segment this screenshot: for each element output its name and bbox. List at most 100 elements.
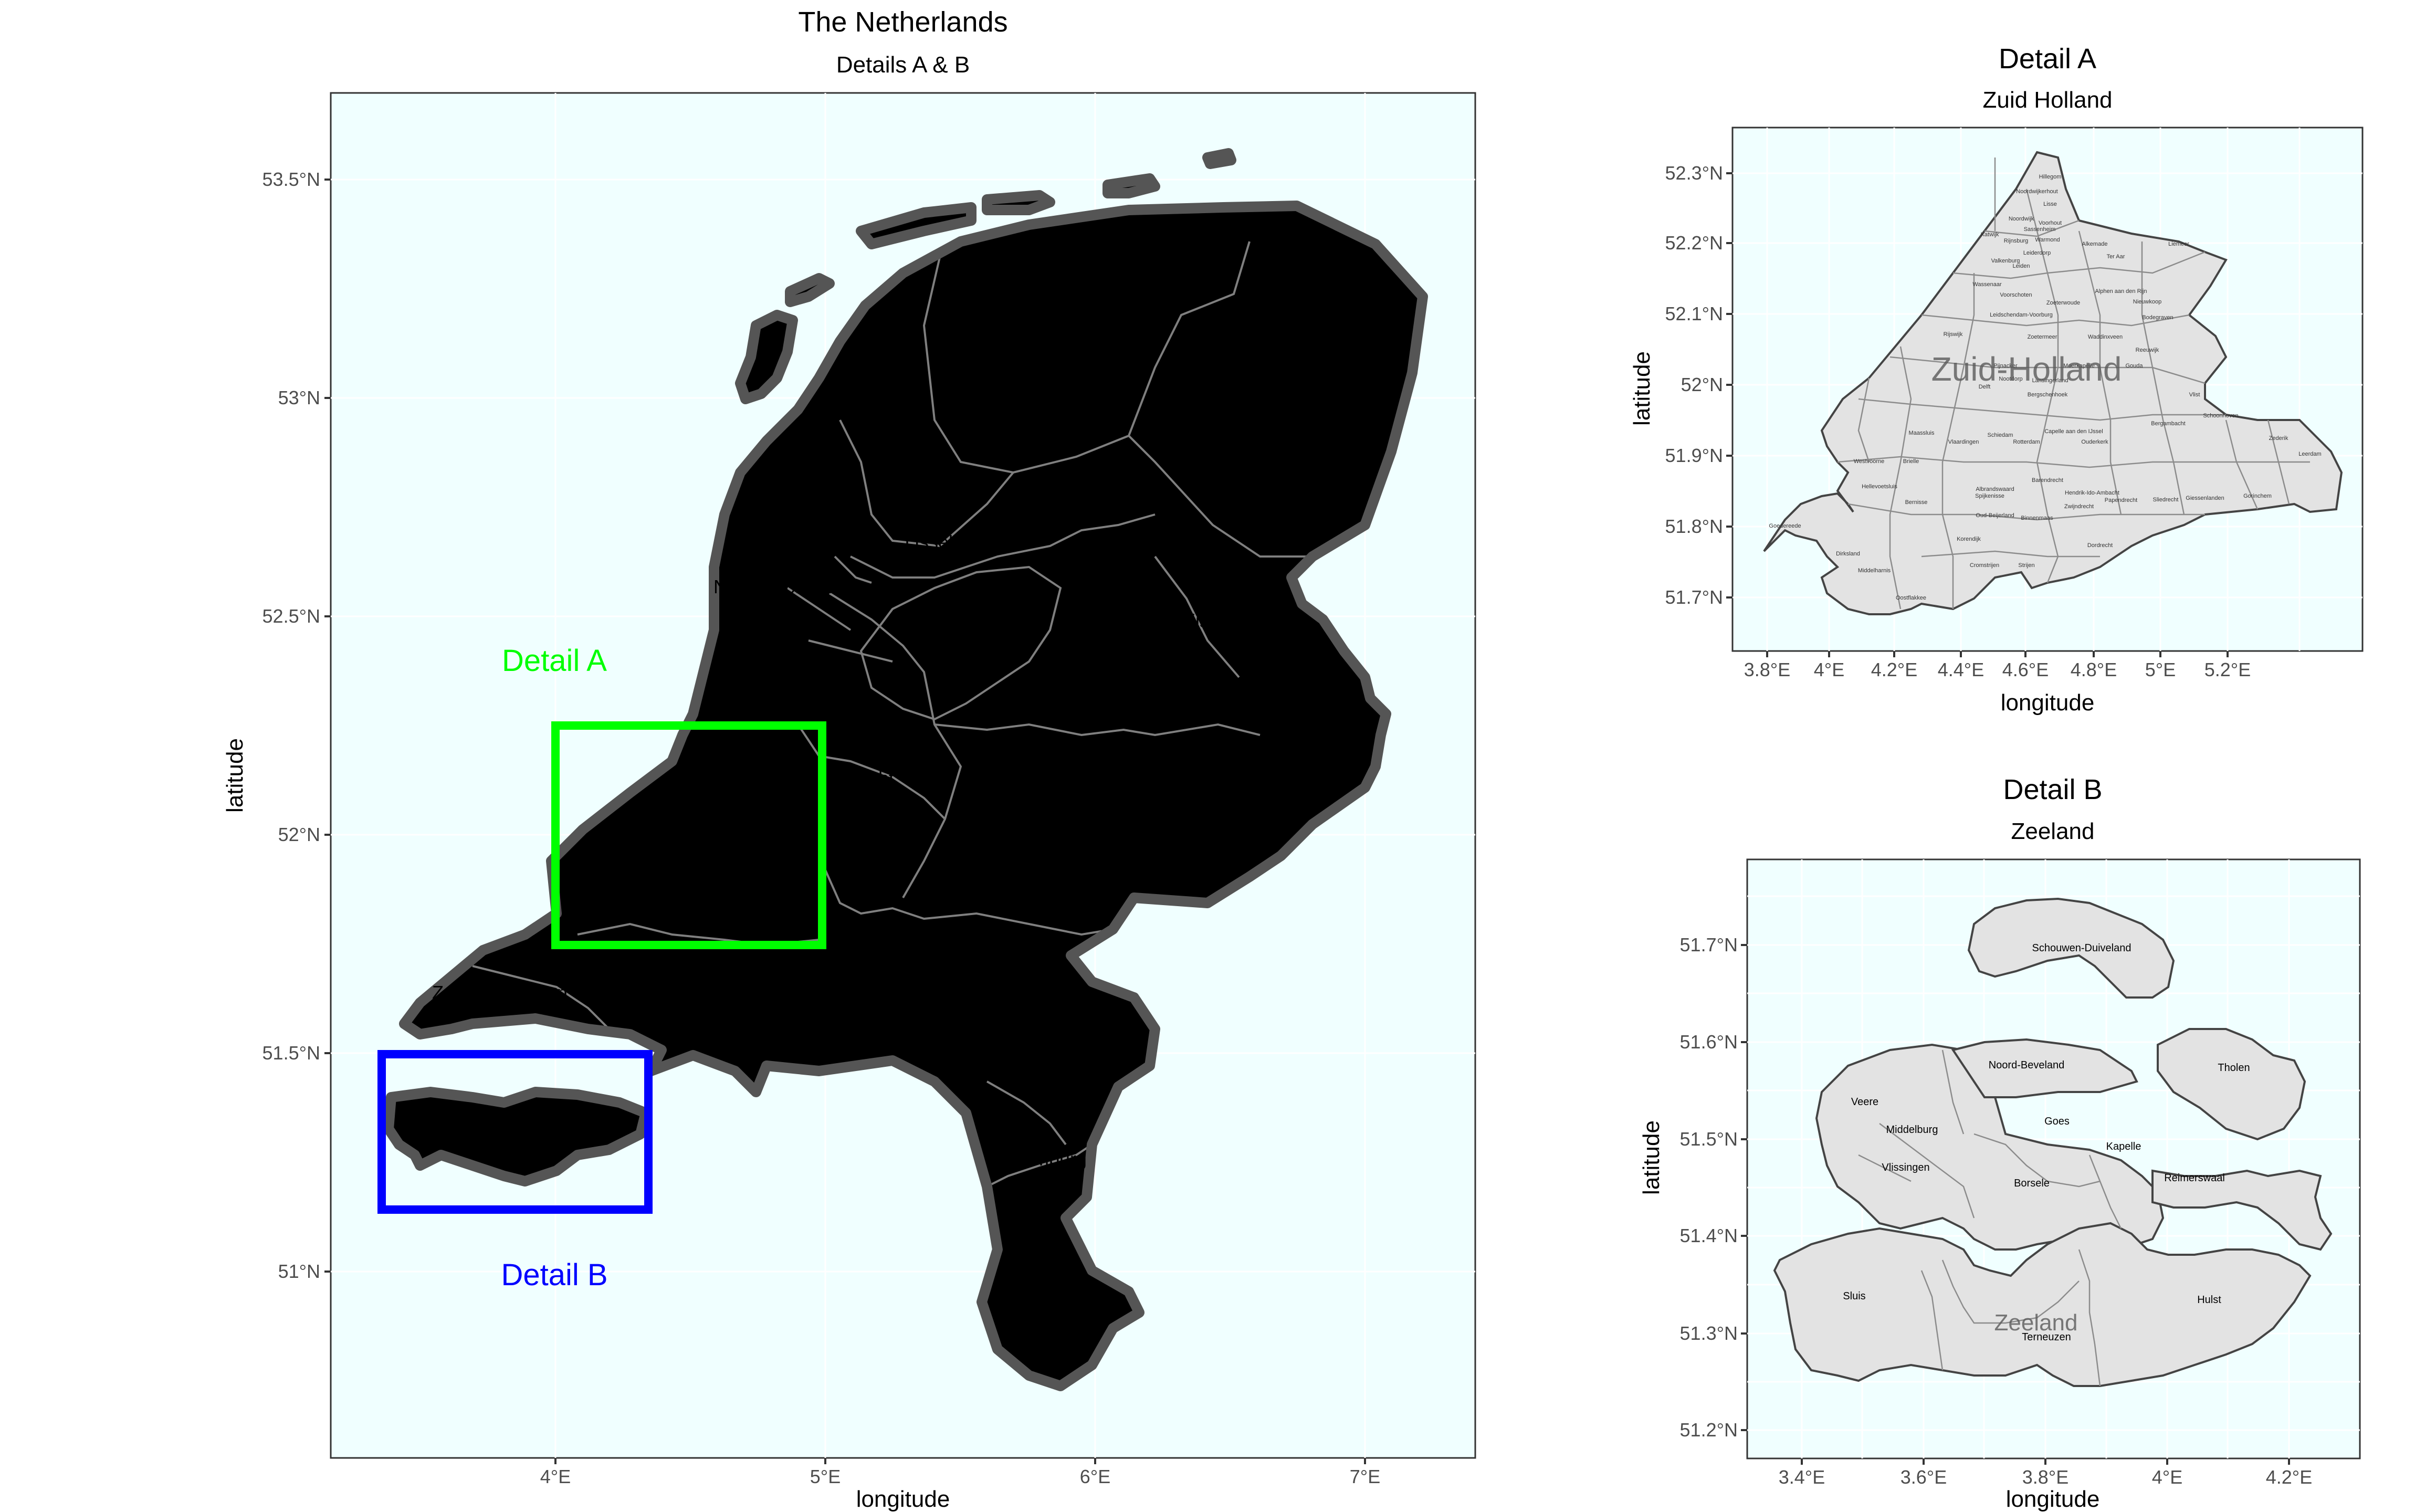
municipality-label: Brielle [1903, 458, 1919, 465]
municipality-label: Nieuwkoop [2133, 299, 2161, 305]
municipality-label: Kapelle [2106, 1141, 2141, 1152]
municipality-label: Ter Aar [2107, 254, 2125, 260]
municipality-label: Sassenheim [2024, 226, 2056, 233]
reimerswaal-strip [2151, 1169, 2333, 1251]
municipality-label: Hendrik-Ido-Ambacht [2065, 490, 2119, 496]
detail-a-borders [1837, 158, 2310, 610]
municipality-label: Hulst [2197, 1294, 2221, 1306]
detail-a-map: Detail A Zuid Holland [1629, 43, 2364, 716]
detail-b-y-axis [1741, 944, 1747, 1431]
detail-b-y-tick: 51.5°N [1680, 1128, 1738, 1150]
detail-b-borders [1858, 1049, 2122, 1387]
detail-b-y-tick-labels: 51.7°N 51.6°N 51.5°N 51.4°N 51.3°N 51.2°… [1680, 934, 1738, 1441]
municipality-label: Gorinchem [2243, 493, 2272, 499]
municipality-label: Leidschendam-Voorburg [1990, 312, 2053, 318]
detail-a-y-axis [1726, 172, 1732, 598]
municipality-label: Westvoorne [1854, 458, 1885, 465]
municipality-label: Zoetermeer [2028, 334, 2057, 340]
main-y-tick: 52°N [278, 824, 320, 845]
detail-b-label: Detail B [501, 1258, 607, 1292]
municipality-label: Veere [1851, 1096, 1878, 1108]
flevoland-outline [859, 565, 1062, 721]
municipality-label: Bergschenhoek [2028, 392, 2068, 398]
detail-b-x-axis-label: longitude [2006, 1486, 2100, 1512]
municipality-label: Ouderkerk [2081, 439, 2108, 445]
detail-b-subtitle: Zeeland [2011, 818, 2094, 844]
detail-a-x-tick: 5.2°E [2204, 659, 2251, 680]
detail-a-x-tick: 4.6°E [2002, 659, 2049, 680]
municipality-label: Lansingerland [2032, 377, 2068, 384]
label-flevoland: Flevoland [920, 634, 1002, 655]
municipality-label: Voorhout [2039, 220, 2062, 226]
municipality-label: Oud-Beijerland [1976, 512, 2014, 519]
main-x-axis-label: longitude [856, 1486, 950, 1512]
label-ijsselmeer: IJsselmeer [905, 531, 996, 553]
coastline [383, 148, 1428, 1391]
detail-a-y-axis-label: latitude [1629, 351, 1655, 426]
municipality-label: Noord-Beveland [1989, 1059, 2065, 1071]
municipality-label: Oostflakkee [1896, 595, 1926, 601]
main-y-axis-label: latitude [222, 738, 248, 813]
detail-b-x-tick: 3.8°E [2022, 1466, 2068, 1488]
municipality-label: Nootdorp [1999, 376, 2022, 382]
main-x-tick: 5°E [810, 1466, 841, 1487]
detail-a-title: Detail A [1999, 43, 2096, 75]
municipality-label: Tholen [2218, 1062, 2250, 1074]
main-x-tick-labels: 4°E 5°E 6°E 7°E [540, 1466, 1380, 1487]
detail-a-y-tick: 52.3°N [1665, 162, 1723, 184]
municipality-label: Waddinxveen [2088, 334, 2123, 340]
municipality-label: Barendrecht [2032, 477, 2063, 484]
municipality-label: Papendrecht [2105, 497, 2137, 503]
zeeland-watermark: Zeeland [1994, 1310, 2077, 1336]
main-x-tick: 6°E [1080, 1466, 1110, 1487]
label-noord-brabant: Noord-Brabant [770, 1028, 894, 1050]
detail-a-x-tick: 3.8°E [1744, 659, 1790, 680]
detail-b-map: Detail B Zeeland [1639, 774, 2361, 1512]
municipality-label: Dirksland [1836, 551, 1860, 557]
detail-b-y-tick: 51.6°N [1680, 1031, 1738, 1053]
municipality-label: Dordrecht [2087, 542, 2113, 549]
municipality-label: Strijen [2018, 562, 2034, 569]
municipality-label: Cromstrijen [1970, 562, 1999, 569]
detail-a-y-tick: 51.8°N [1665, 516, 1723, 537]
municipality-label: Reeuwijk [2136, 347, 2159, 353]
detail-a-y-tick: 51.7°N [1665, 586, 1723, 608]
municipality-label: Liemeer [2168, 241, 2189, 247]
municipality-label: Maassluis [1909, 430, 1935, 436]
municipality-label: Voorschoten [2000, 292, 2032, 298]
label-groningen: Groningen [1284, 320, 1372, 341]
detail-a-y-tick: 52°N [1681, 374, 1723, 395]
detail-a-x-tick: 5°E [2145, 659, 2176, 680]
municipality-label: Zoeterwoude [2046, 300, 2080, 306]
label-friesland: Friesland [1006, 340, 1084, 361]
detail-a-x-tick-labels: 3.8°E 4°E 4.2°E 4.4°E 4.6°E 4.8°E 5°E 5.… [1744, 659, 2251, 680]
municipality-label: Goedereede [1769, 523, 1801, 529]
municipality-label: Leiden [2012, 263, 2030, 269]
municipality-label: Rijnsburg [2004, 238, 2028, 244]
municipality-label: Schouwen-Duiveland [2032, 942, 2131, 954]
main-x-axis [554, 1458, 1366, 1464]
main-y-tick: 51.5°N [262, 1042, 320, 1064]
detail-b-y-tick: 51.3°N [1680, 1322, 1738, 1344]
zeeuws-vlaanderen [1773, 1222, 2312, 1387]
municipality-label: Moerkapelle [2063, 363, 2095, 369]
municipality-label: Rotterdam [2013, 439, 2040, 445]
municipality-label: Bernisse [1905, 499, 1928, 506]
label-zuid-holland: Zuid-Holland [629, 815, 736, 836]
municipality-label: Hellevoetsluis [1862, 484, 1897, 490]
detail-b-title: Detail B [2003, 774, 2102, 805]
detail-a-label: Detail A [502, 644, 607, 678]
detail-a-y-tick: 51.9°N [1665, 445, 1723, 466]
detail-b-y-tick: 51.7°N [1680, 934, 1738, 956]
municipality-label: Schiedam [1988, 432, 2013, 438]
municipality-label: Leiderdorp [2023, 250, 2051, 256]
detail-b-y-tick: 51.2°N [1680, 1419, 1738, 1441]
detail-b-y-tick: 51.4°N [1680, 1225, 1738, 1246]
detail-a-x-axis-label: longitude [2001, 690, 2095, 716]
label-overijssel: Overijssel [1150, 610, 1233, 632]
municipality-label: Middelharnis [1858, 568, 1891, 574]
detail-a-municipality-labels: Hillegom Noordwijkerhout Lisse Noordwijk… [1769, 174, 2321, 601]
municipality-label: Alkemade [2082, 241, 2108, 247]
municipality-label: Vlist [2189, 392, 2200, 398]
main-y-tick-labels: 53.5°N 53°N 52.5°N 52°N 51.5°N 51°N [262, 169, 320, 1282]
